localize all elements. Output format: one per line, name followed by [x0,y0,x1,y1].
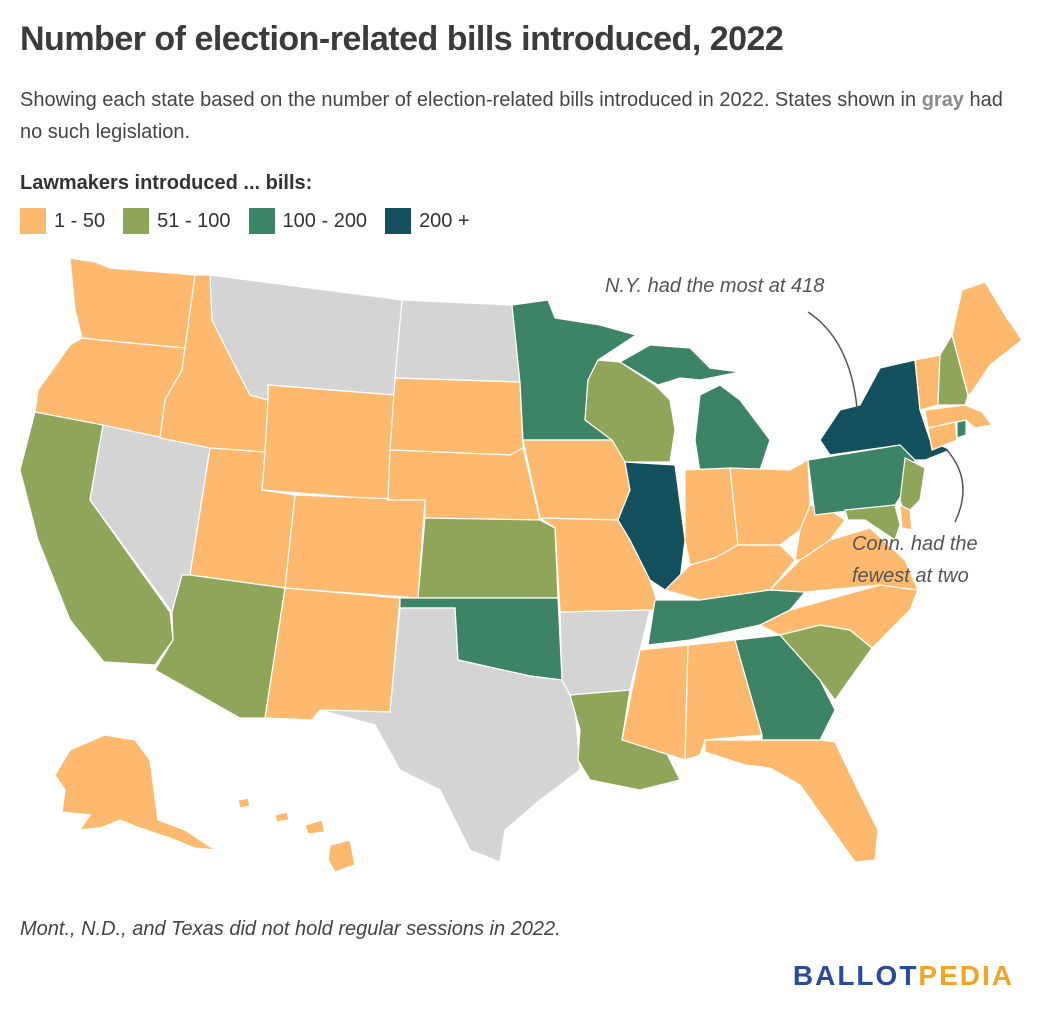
footnote: Mont., N.D., and Texas did not hold regu… [20,918,561,940]
legend-title: Lawmakers introduced ... bills: [20,172,313,194]
legend-swatch [248,208,275,234]
state-NH[interactable] [937,333,969,406]
legend-label: 200 + [419,209,470,232]
state-OH[interactable] [729,459,811,546]
state-WA[interactable] [69,257,196,349]
state-WI[interactable] [584,359,676,463]
ballotpedia-logo[interactable]: BALLOTPEDIA [793,960,1014,992]
state-SD[interactable] [389,377,524,456]
subtitle: Showing each state based on the number o… [20,84,1020,148]
state-NM[interactable] [264,587,401,721]
state-IL[interactable] [617,461,686,591]
annotation-ny-text: N.Y. had the most at 418 [605,275,824,297]
state-MI-UP[interactable] [618,344,741,386]
logo-part-pedia: PEDIA [918,960,1014,991]
state-VT[interactable] [914,354,941,411]
state-HI[interactable] [237,797,356,873]
us-map: N.Y. had the most at 418 Conn. had the f… [19,257,1023,873]
chart-title: Number of election-related bills introdu… [20,20,784,58]
state-MA[interactable] [924,404,994,429]
legend-item-tier1: 1 - 50 [20,208,105,234]
state-AK[interactable] [54,734,216,851]
subtitle-text-2: had no such legislation. [20,89,1003,143]
state-RI[interactable] [956,419,967,439]
annotation-ct-text-1: Conn. had the [852,533,978,555]
annotation-ct-line [944,447,964,523]
subtitle-text-1: Showing each state based on the number o… [20,89,922,111]
legend-swatch [20,208,46,234]
annotation-ny-line [807,311,858,409]
state-MI[interactable] [694,384,771,473]
state-KS[interactable] [417,517,559,599]
legend-label: 100 - 200 [282,209,368,232]
legend-swatch [123,208,150,234]
state-PA[interactable] [807,444,916,516]
state-IA[interactable] [522,439,631,521]
state-CO[interactable] [284,494,426,599]
annotation-ct: Conn. had the fewest at two [852,447,978,587]
state-WV[interactable] [794,504,846,561]
legend: 1 - 50 51 - 100 100 - 200 200 + [20,208,470,234]
legend-label: 1 - 50 [54,209,106,232]
legend-item-tier3: 100 - 200 [248,208,368,234]
state-WY[interactable] [261,384,396,501]
state-ND[interactable] [394,299,521,383]
state-TX[interactable] [319,607,581,863]
state-NC[interactable] [758,584,919,649]
annotation-ny: N.Y. had the most at 418 [605,275,858,409]
state-DE[interactable] [899,503,913,531]
state-MD[interactable] [844,504,901,541]
state-NJ[interactable] [899,457,926,517]
legend-swatch [385,208,412,234]
legend-item-tier2: 51 - 100 [123,208,231,234]
legend-label: 51 - 100 [157,209,231,232]
state-MS[interactable] [621,644,689,761]
annotation-ct-text-2: fewest at two [852,565,969,587]
legend-item-tier4: 200 + [385,208,470,234]
logo-part-ballot: BALLOT [792,960,919,991]
state-ME[interactable] [951,281,1023,397]
subtitle-gray-word: gray [921,89,964,111]
state-FL[interactable] [704,739,879,863]
